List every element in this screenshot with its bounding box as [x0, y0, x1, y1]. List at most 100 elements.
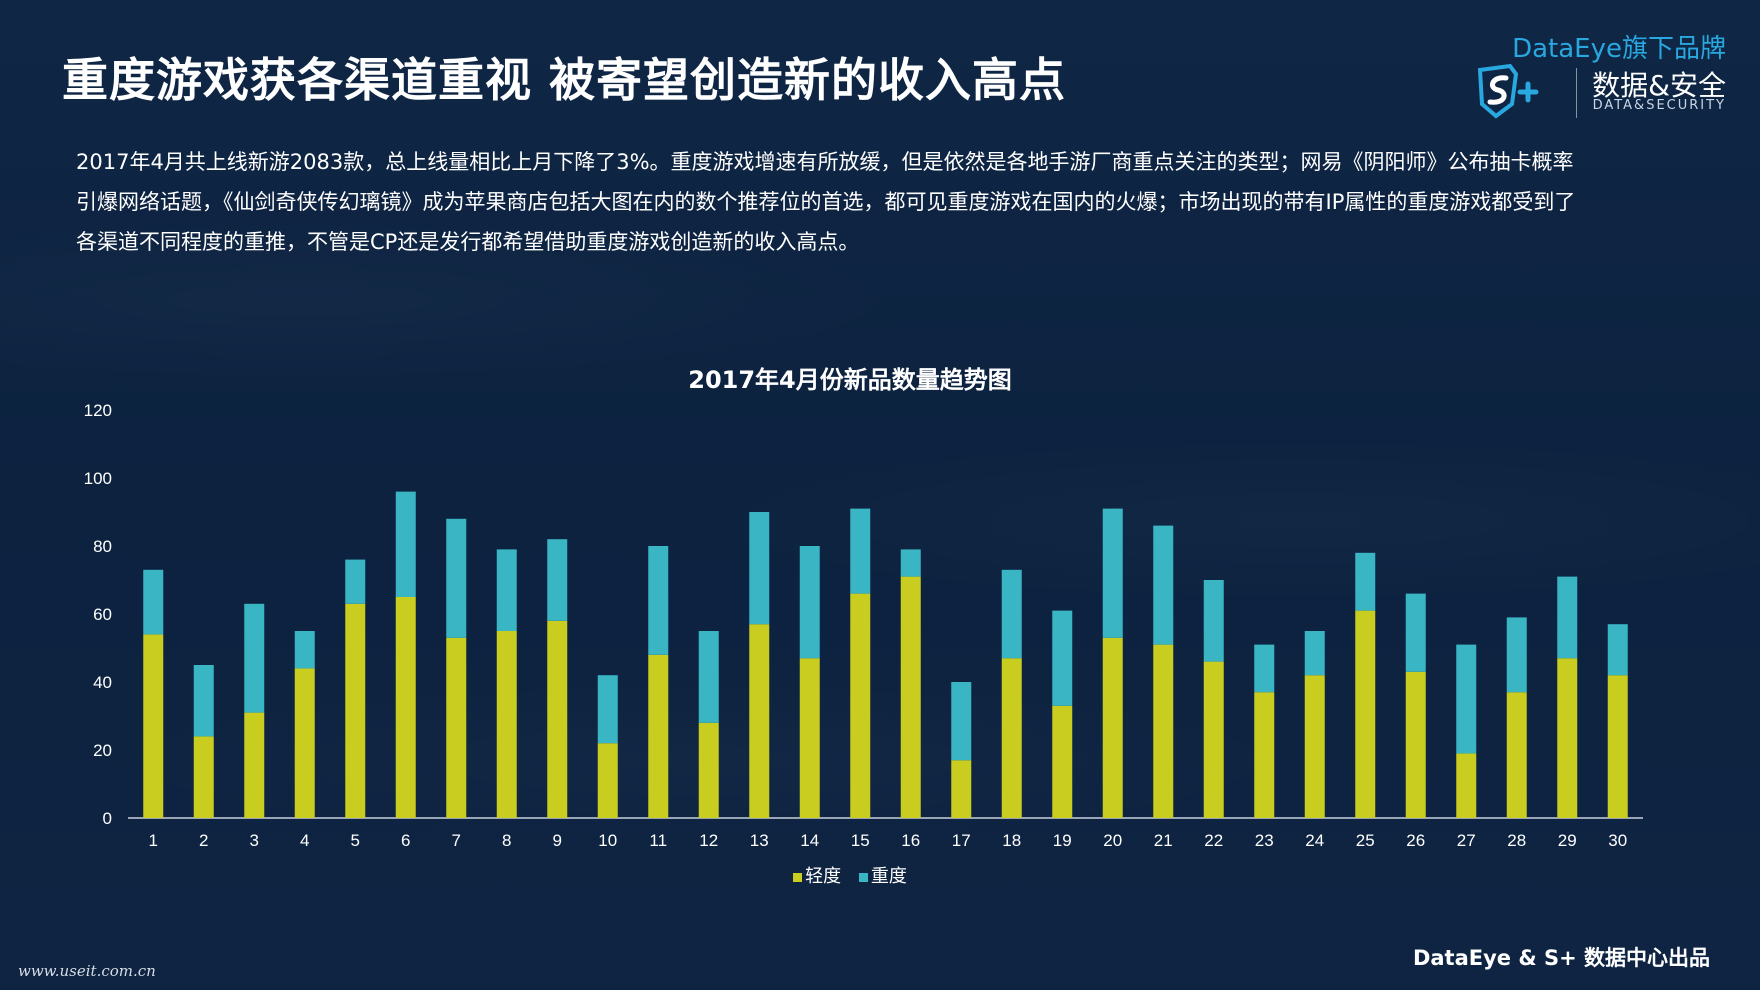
- x-tick-label: 1: [149, 831, 158, 850]
- x-tick-label: 10: [598, 831, 617, 850]
- legend-item-light: 轻度: [793, 862, 841, 888]
- bar-heavy: [294, 631, 315, 669]
- x-tick-label: 8: [502, 831, 511, 850]
- bar-heavy: [1102, 508, 1123, 638]
- bar-light: [1456, 753, 1477, 818]
- x-tick-label: 30: [1608, 831, 1627, 850]
- bar-heavy: [1405, 593, 1426, 672]
- legend-swatch-heavy: [858, 872, 868, 882]
- bar-heavy: [1607, 624, 1628, 676]
- brand-cn: 数据&安全: [1592, 69, 1726, 102]
- bar-heavy: [1052, 610, 1073, 706]
- x-tick-label: 29: [1558, 831, 1577, 850]
- x-tick-label: 4: [300, 831, 309, 850]
- x-tick-label: 3: [250, 831, 259, 850]
- legend-swatch-light: [793, 872, 803, 882]
- x-tick-label: 26: [1406, 831, 1425, 850]
- intro-paragraph: 2017年4月共上线新游2083款，总上线量相比上月下降了3%。重度游戏增速有所…: [76, 150, 1576, 254]
- bar-light: [900, 576, 921, 818]
- brand-block: DataEye旗下品牌 数据&安全 DATA&SECURITY: [1476, 28, 1726, 119]
- y-tick-label: 100: [84, 469, 112, 488]
- brand-separator: [1576, 68, 1577, 118]
- bar-light: [1355, 610, 1376, 818]
- y-tick-label: 0: [103, 809, 112, 828]
- x-tick-label: 13: [750, 831, 769, 850]
- bar-light: [1203, 661, 1224, 818]
- y-tick-label: 60: [93, 605, 112, 624]
- bar-heavy: [1506, 617, 1527, 693]
- x-tick-label: 15: [851, 831, 870, 850]
- bar-light: [951, 760, 972, 818]
- bar-light: [244, 712, 265, 818]
- bar-light: [799, 658, 820, 818]
- legend-label-heavy: 重度: [870, 866, 907, 887]
- bar-light: [1001, 658, 1022, 818]
- x-tick-label: 5: [351, 831, 360, 850]
- x-tick-label: 12: [699, 831, 718, 850]
- bar-heavy: [900, 549, 921, 577]
- bar-light: [850, 593, 871, 818]
- bar-light: [597, 743, 618, 818]
- x-tick-label: 11: [649, 831, 667, 850]
- bar-light: [1304, 675, 1325, 818]
- x-tick-label: 20: [1103, 831, 1122, 850]
- y-tick-label: 80: [93, 537, 112, 556]
- x-tick-label: 7: [452, 831, 461, 850]
- bar-light: [1102, 637, 1123, 818]
- bar-light: [1405, 671, 1426, 818]
- x-tick-label: 9: [553, 831, 562, 850]
- footer-credit: DataEye & S+ 数据中心出品: [1412, 946, 1710, 970]
- bar-light: [1506, 692, 1527, 818]
- x-tick-label: 27: [1457, 831, 1476, 850]
- x-tick-label: 23: [1255, 831, 1274, 850]
- x-tick-label: 24: [1305, 831, 1324, 850]
- bar-light: [193, 736, 214, 818]
- x-tick-label: 18: [1002, 831, 1021, 850]
- page-title: 重度游戏获各渠道重视 被寄望创造新的收入高点: [62, 53, 1067, 107]
- bar-heavy: [1153, 525, 1174, 645]
- x-tick-label: 19: [1053, 831, 1072, 850]
- chart-title: 2017年4月份新品数量趋势图: [688, 366, 1012, 394]
- bar-heavy: [597, 675, 618, 744]
- bar-heavy: [1355, 552, 1376, 611]
- x-tick-label: 14: [800, 831, 819, 850]
- bar-light: [143, 634, 164, 818]
- y-tick-label: 40: [93, 673, 112, 692]
- bar-heavy: [244, 603, 265, 713]
- bar-light: [395, 597, 416, 818]
- bar-heavy: [799, 546, 820, 659]
- bar-light: [1607, 675, 1628, 818]
- bar-light: [446, 637, 467, 818]
- bar-heavy: [1456, 644, 1477, 754]
- bar-light: [496, 631, 517, 818]
- shield-s-plus-logo-icon: [1477, 64, 1539, 119]
- bar-light: [698, 722, 719, 818]
- bar-light: [547, 620, 568, 818]
- bar-heavy: [395, 491, 416, 597]
- bar-heavy: [850, 508, 871, 594]
- x-tick-label: 2: [199, 831, 208, 850]
- bar-light: [648, 654, 669, 818]
- brand-en: DATA&SECURITY: [1592, 98, 1726, 113]
- watermark-url: www.useit.com.cn: [18, 962, 156, 980]
- bar-heavy: [446, 518, 467, 638]
- bar-light: [749, 624, 770, 818]
- brand-line: DataEye旗下品牌: [1512, 34, 1726, 64]
- bar-heavy: [1304, 631, 1325, 676]
- y-tick-label: 120: [84, 401, 112, 420]
- x-tick-label: 22: [1204, 831, 1223, 850]
- bar-light: [345, 603, 366, 818]
- x-tick-label: 16: [901, 831, 920, 850]
- legend-item-heavy: 重度: [858, 862, 907, 888]
- x-tick-label: 25: [1356, 831, 1375, 850]
- bar-heavy: [143, 569, 164, 635]
- bar-heavy: [345, 559, 366, 604]
- x-tick-label: 6: [401, 831, 410, 850]
- bar-light: [1153, 644, 1174, 818]
- chart-legend: 轻度 重度: [0, 862, 1700, 888]
- bar-heavy: [1254, 644, 1275, 693]
- bar-heavy: [1001, 569, 1022, 659]
- x-tick-label: 28: [1507, 831, 1526, 850]
- x-tick-label: 21: [1154, 831, 1173, 850]
